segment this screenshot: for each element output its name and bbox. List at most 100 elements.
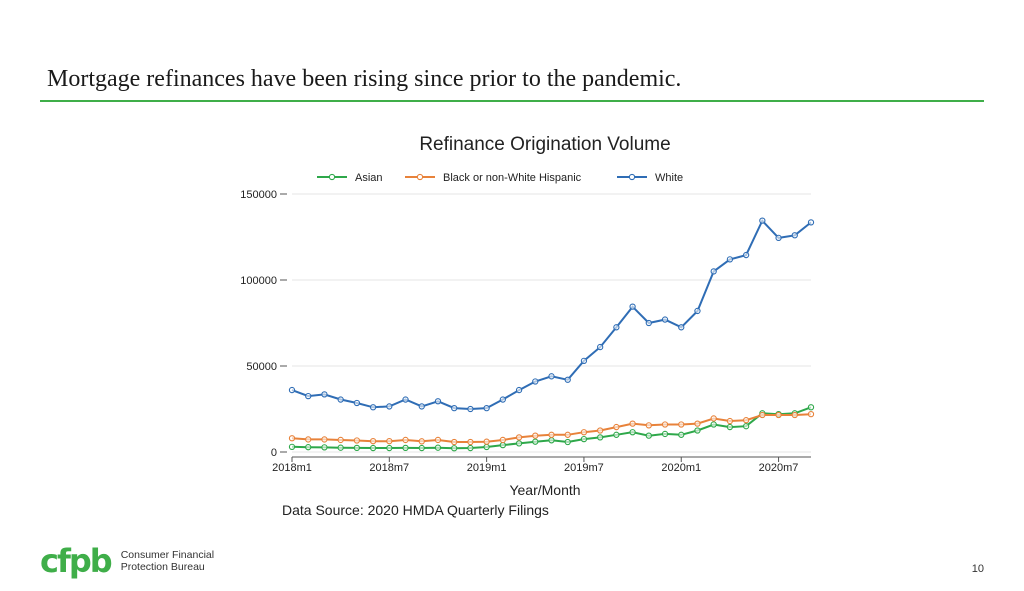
chart-legend: Asian Black or non-White Hispanic White — [317, 172, 683, 184]
data-point — [759, 217, 766, 224]
data-point — [386, 438, 393, 445]
data-point — [288, 435, 296, 442]
data-point — [418, 403, 425, 410]
data-point — [483, 438, 490, 445]
title-rule — [40, 100, 984, 102]
chart-title: Refinance Origination Volume — [419, 134, 670, 155]
data-point — [629, 429, 636, 436]
data-point — [775, 411, 782, 419]
data-point — [532, 438, 539, 445]
data-point — [580, 429, 588, 436]
data-point — [499, 396, 506, 403]
data-point — [369, 444, 377, 452]
data-point — [645, 432, 652, 439]
data-point — [515, 386, 523, 394]
legend-label: White — [655, 172, 683, 184]
data-point — [532, 432, 539, 439]
data-point — [548, 431, 555, 438]
data-point — [694, 427, 701, 434]
data-point — [386, 444, 393, 452]
logo-text: Consumer Financial Protection Bureau — [121, 549, 214, 573]
data-point — [434, 436, 442, 444]
data-point — [483, 443, 490, 451]
data-point — [629, 303, 636, 310]
data-point — [661, 316, 669, 323]
x-tick-label: 2020m1 — [661, 462, 701, 474]
data-point — [402, 436, 409, 444]
data-point — [483, 404, 490, 412]
page-number: 10 — [971, 563, 984, 575]
axes: 0 50000 100000 150000 2018m1 2018m7 2019m1 2019… — [240, 189, 811, 474]
data-point — [580, 357, 588, 364]
data-point — [613, 423, 620, 431]
x-tick-label: 2018m1 — [272, 462, 312, 474]
x-tick-label: 2019m7 — [564, 462, 604, 474]
data-point — [321, 391, 328, 398]
series-line — [291, 218, 812, 411]
data-point — [742, 251, 750, 259]
data-point — [434, 444, 442, 451]
data-point — [499, 441, 506, 449]
y-tick-label: 0 — [271, 447, 277, 459]
cfpb-logo: cfpb Consumer Financial Protection Burea… — [40, 545, 214, 577]
y-tick-label: 150000 — [240, 189, 277, 201]
legend-marker — [328, 173, 336, 181]
data-point — [645, 422, 652, 429]
data-point — [288, 386, 296, 394]
x-axis-title: Year/Month — [509, 482, 580, 498]
logo-line-1: Consumer Financial — [120, 549, 215, 561]
data-point — [418, 444, 425, 452]
data-point — [337, 444, 344, 451]
data-point — [791, 411, 798, 419]
data-point — [451, 445, 458, 452]
data-point — [434, 398, 442, 405]
legend-label: Asian — [355, 172, 383, 184]
data-point — [548, 437, 555, 444]
data-point — [386, 403, 393, 410]
data-point — [710, 421, 717, 428]
data-point — [661, 421, 669, 428]
data-point — [369, 438, 377, 445]
data-point — [661, 430, 669, 438]
data-point — [726, 256, 734, 263]
data-point — [402, 396, 409, 403]
data-point — [337, 396, 344, 403]
data-point — [321, 444, 328, 451]
data-point — [467, 405, 474, 413]
data-point — [288, 443, 296, 450]
logo-mark: cfpb — [40, 542, 113, 580]
data-point — [564, 431, 571, 438]
data-point — [515, 440, 523, 447]
data-point — [353, 399, 361, 407]
data-point — [369, 404, 377, 411]
data-point — [548, 373, 555, 380]
data-point — [613, 324, 620, 331]
legend-label: Black or non-White Hispanic — [443, 172, 582, 184]
data-point — [321, 436, 328, 443]
data-point — [418, 438, 425, 445]
data-point — [726, 417, 734, 425]
legend-marker — [416, 173, 424, 181]
data-point — [353, 444, 361, 452]
data-point — [775, 234, 782, 242]
data-point — [726, 423, 734, 431]
y-tick-label: 50000 — [246, 361, 277, 373]
x-tick-label: 2020m7 — [759, 462, 799, 474]
data-point — [305, 444, 312, 451]
data-point — [564, 438, 571, 446]
data-point — [402, 444, 409, 452]
data-point — [451, 438, 458, 446]
legend-marker — [628, 173, 636, 181]
data-point — [742, 423, 750, 430]
data-point — [597, 427, 604, 434]
data-point — [532, 378, 539, 385]
data-point — [710, 415, 717, 422]
data-point — [678, 421, 685, 428]
data-point — [807, 404, 815, 411]
data-point — [305, 392, 312, 400]
data-point — [710, 268, 717, 275]
y-tick-label: 100000 — [240, 275, 277, 287]
gridlines — [292, 193, 811, 453]
data-point — [597, 343, 604, 351]
